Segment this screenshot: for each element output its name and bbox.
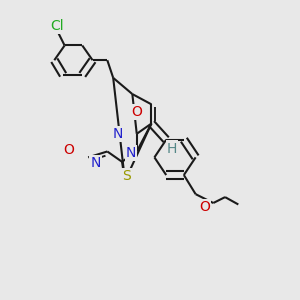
Text: N: N	[90, 156, 101, 170]
Text: N: N	[112, 127, 123, 141]
Text: O: O	[131, 105, 142, 119]
Text: N: N	[126, 146, 136, 160]
Text: O: O	[64, 143, 74, 157]
Text: Cl: Cl	[50, 19, 64, 33]
Text: O: O	[199, 200, 210, 214]
Text: S: S	[122, 169, 131, 184]
Text: H: H	[167, 142, 177, 155]
